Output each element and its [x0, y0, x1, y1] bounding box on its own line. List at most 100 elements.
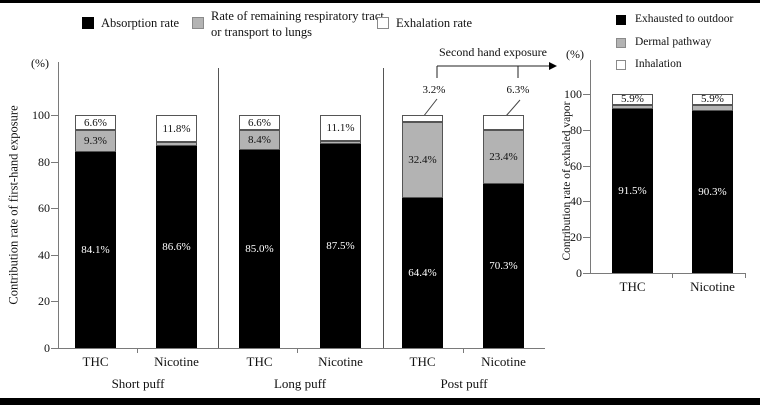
bar-segment — [239, 149, 280, 348]
respiratory-swatch-icon — [192, 17, 204, 29]
category-label: Nicotine — [481, 354, 526, 369]
legend-item-exhalation: Exhalation rate — [377, 15, 472, 31]
ytick-label: 80 — [38, 155, 50, 169]
legend-item-absorption: Absorption rate — [82, 15, 179, 31]
bar-segment — [612, 104, 653, 110]
callout-label: 6.3% — [506, 84, 530, 96]
absorption-swatch-icon — [82, 17, 94, 29]
ytick-label: 20 — [38, 294, 50, 308]
bottom-rule — [0, 398, 760, 405]
ytick-mark — [583, 130, 590, 131]
ytick-label: 100 — [32, 108, 50, 122]
exhalation-swatch-icon — [377, 17, 389, 29]
ytick-label: 60 — [570, 159, 582, 173]
arrow-right-icon — [549, 62, 557, 70]
ytick-mark — [51, 348, 58, 349]
ytick-mark — [583, 201, 590, 202]
bar-segment-label: 5.9% — [621, 93, 644, 105]
callout-label: 3.2% — [422, 84, 446, 96]
bar-segment-label: 6.6% — [84, 117, 107, 129]
bar-segment — [239, 130, 280, 150]
bar-segment-label: 90.3% — [698, 186, 727, 198]
group-label-long-puff: Long puff — [273, 376, 327, 391]
group-label-post-puff: Post puff — [440, 376, 488, 391]
bar-segment — [612, 109, 653, 273]
bar-segment — [320, 144, 361, 348]
bar-segment — [692, 111, 733, 273]
bar-segment-label: 64.4% — [408, 267, 437, 279]
ytick-mark — [51, 208, 58, 209]
ytick-mark — [583, 237, 590, 238]
bar-segment-label: 32.4% — [408, 154, 437, 166]
bar-segment — [402, 115, 443, 123]
xtick-mark — [672, 273, 673, 278]
bar-segment-label: 85.0% — [245, 243, 274, 255]
right-chart-x-axis — [590, 273, 745, 274]
legend-item-inhalation: Inhalation — [616, 58, 682, 71]
group-separator-2 — [383, 68, 384, 348]
category-label: THC — [82, 354, 109, 369]
left-chart-unit-label: (%) — [31, 56, 49, 70]
second-hand-exposure-label: Second hand exposure — [439, 45, 547, 59]
bar-segment-label: 91.5% — [618, 185, 647, 197]
xtick-mark — [297, 348, 298, 353]
bar-segment — [75, 152, 116, 348]
xtick-mark — [463, 348, 464, 353]
bar-segment — [239, 115, 280, 131]
category-label: Nicotine — [690, 279, 735, 294]
bar-segment-label: 11.8% — [162, 123, 191, 135]
bar-segment-label: 84.1% — [81, 244, 110, 256]
category-label: THC — [619, 279, 646, 294]
legend-inhalation-label: Inhalation — [635, 58, 682, 70]
ytick-label: 60 — [38, 201, 50, 215]
ytick-mark — [51, 115, 58, 116]
top-rule — [0, 0, 760, 3]
callout-line-thc — [422, 98, 438, 118]
legend-outdoor-label: Exhausted to outdoor — [635, 13, 734, 25]
bar-segment-label: 87.5% — [326, 240, 355, 252]
bar-segment — [692, 94, 733, 105]
legend-item-outdoor: Exhausted to outdoor — [616, 13, 733, 26]
group-separator-1 — [218, 68, 219, 348]
bar-segment — [75, 130, 116, 153]
ytick-label: 20 — [570, 230, 582, 244]
bar-segment-label: 9.3% — [84, 135, 107, 147]
bar-segment — [75, 115, 116, 131]
bar-segment-label: 8.4% — [248, 134, 271, 146]
ytick-label: 80 — [570, 123, 582, 137]
ytick-label: 40 — [570, 194, 582, 208]
bar-segment-label: 86.6% — [162, 241, 191, 253]
dermal-swatch-icon — [616, 38, 626, 48]
xtick-mark — [137, 348, 138, 353]
ytick-mark — [583, 94, 590, 95]
bar-segment — [692, 104, 733, 112]
ytick-mark — [51, 301, 58, 302]
bar-segment — [320, 115, 361, 141]
legend-item-respiratory: Rate of remaining respiratory tract or t… — [192, 8, 389, 40]
bar-segment — [156, 142, 197, 147]
category-label: Nicotine — [154, 354, 199, 369]
bar-segment-label: 70.3% — [489, 260, 518, 272]
xtick-mark — [745, 273, 746, 278]
bar-segment — [156, 146, 197, 348]
left-chart-y-axis — [58, 62, 59, 348]
outdoor-swatch-icon — [616, 15, 626, 25]
legend-item-dermal: Dermal pathway — [616, 36, 711, 49]
left-chart-x-axis — [58, 348, 545, 349]
category-label: Nicotine — [318, 354, 363, 369]
bar-segment — [402, 122, 443, 198]
category-label: THC — [409, 354, 436, 369]
bar-segment-label: 23.4% — [489, 151, 518, 163]
ytick-mark — [583, 273, 590, 274]
right-chart-y-axis — [590, 60, 591, 273]
bar-segment — [483, 184, 524, 348]
bar-segment — [402, 197, 443, 348]
bar-segment — [483, 129, 524, 185]
bar-segment-label: 11.1% — [326, 122, 355, 134]
legend-exhalation-label: Exhalation rate — [396, 16, 473, 30]
ytick-mark — [51, 162, 58, 163]
bar-segment-label: 6.6% — [248, 117, 271, 129]
bar-segment — [320, 140, 361, 145]
